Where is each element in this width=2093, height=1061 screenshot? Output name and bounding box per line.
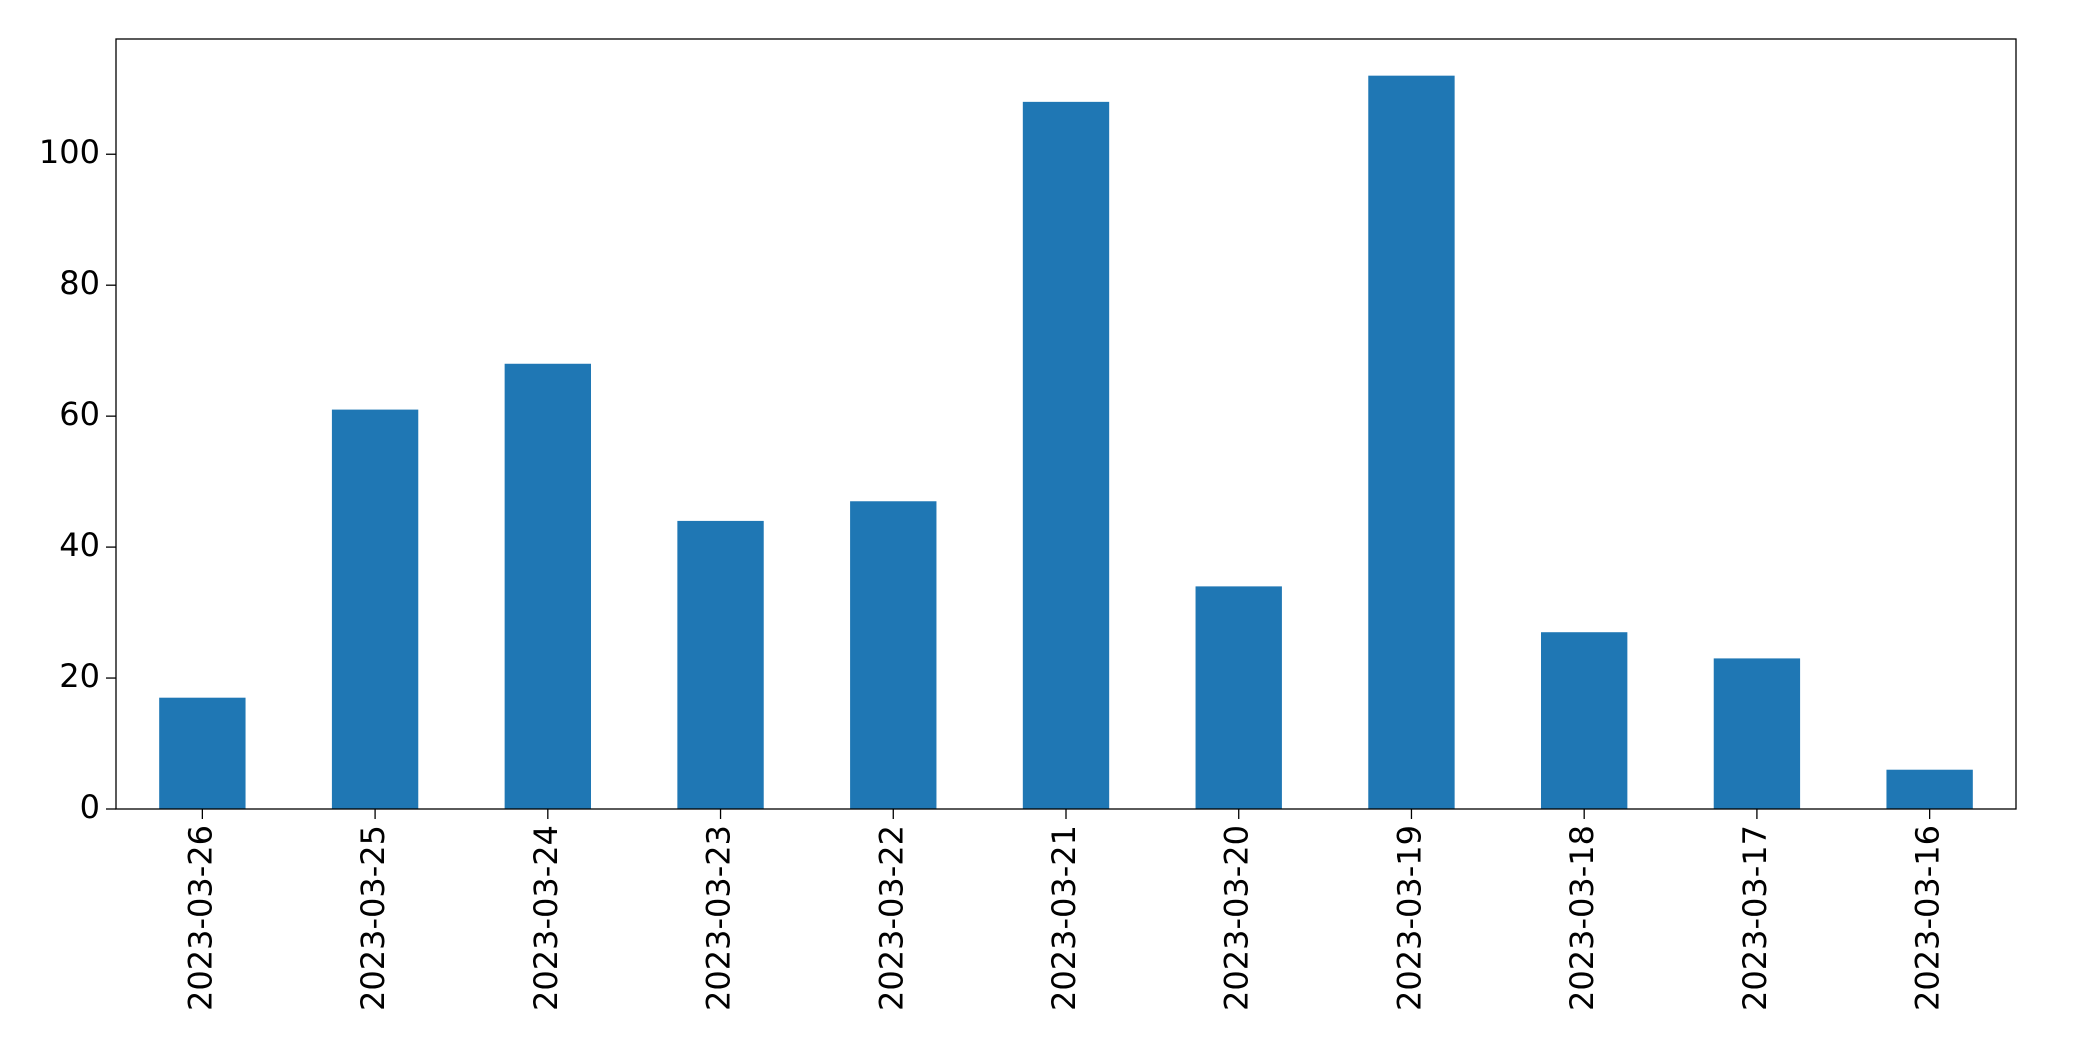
bar bbox=[159, 697, 246, 809]
y-tick-label: 20 bbox=[59, 657, 100, 695]
x-tick-label: 2023-03-17 bbox=[1736, 825, 1774, 1011]
bar bbox=[1713, 658, 1801, 809]
x-tick-label: 2023-03-25 bbox=[354, 825, 392, 1011]
y-tick-label: 40 bbox=[59, 526, 100, 564]
y-tick-label: 80 bbox=[59, 264, 100, 302]
y-tick-label: 100 bbox=[39, 133, 100, 171]
x-tick-label: 2023-03-26 bbox=[181, 825, 219, 1011]
x-tick-label: 2023-03-23 bbox=[700, 825, 738, 1011]
bar bbox=[1541, 632, 1628, 809]
x-tick-label: 2023-03-22 bbox=[872, 825, 910, 1011]
bar bbox=[1886, 769, 1973, 809]
bar bbox=[1368, 75, 1455, 809]
y-tick-label: 60 bbox=[59, 395, 100, 433]
x-tick-label: 2023-03-20 bbox=[1218, 825, 1256, 1011]
bar bbox=[1195, 586, 1282, 809]
x-tick-label: 2023-03-18 bbox=[1563, 825, 1601, 1011]
bar bbox=[677, 520, 764, 809]
bar bbox=[331, 409, 419, 809]
plot-frame bbox=[115, 38, 2017, 810]
bar bbox=[504, 363, 591, 809]
y-tick-label: 0 bbox=[80, 788, 100, 826]
x-tick-label: 2023-03-19 bbox=[1390, 825, 1428, 1011]
x-tick-label: 2023-03-16 bbox=[1909, 825, 1947, 1011]
x-tick-label: 2023-03-24 bbox=[527, 825, 565, 1011]
bar bbox=[850, 501, 937, 809]
x-tick-label: 2023-03-21 bbox=[1045, 825, 1083, 1011]
bar bbox=[1022, 101, 1110, 810]
